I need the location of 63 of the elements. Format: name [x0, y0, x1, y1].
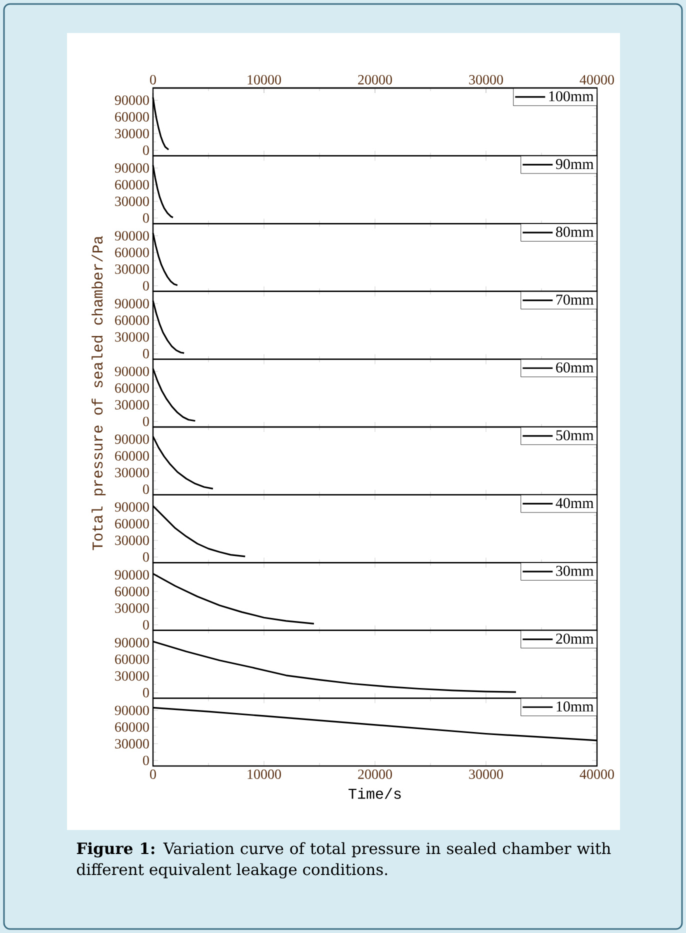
- legend-label: 30mm: [556, 566, 594, 576]
- x2-tick-label: 40000: [580, 75, 614, 84]
- x2-tick-label: 20000: [358, 75, 392, 84]
- y-tick-label: 30000: [115, 332, 149, 342]
- y-tick-label: 0: [143, 620, 149, 630]
- y-axis-title: Total pressure of sealed chamber/Pa: [92, 236, 106, 550]
- y-tick-label: 60000: [115, 518, 149, 528]
- y-tick-label: 0: [143, 348, 149, 358]
- y-tick-label: 30000: [115, 536, 149, 546]
- y-tick-label: 60000: [115, 451, 149, 461]
- y-tick-label: 30000: [115, 739, 149, 748]
- x2-tick-label: 30000: [469, 75, 503, 84]
- y-tick-label: 60000: [115, 180, 149, 190]
- legend-label: 100mm: [549, 91, 594, 102]
- x2-tick-label: 10000: [248, 75, 281, 84]
- y-tick-label: 60000: [115, 316, 149, 326]
- text: Figure 1: Variation curve of total pressure in sealed chamber with different equivalent leakage conditions.: [76, 842, 611, 878]
- y-tick-label: 90000: [114, 502, 149, 512]
- x-tick-label: 20000: [358, 770, 392, 779]
- y-tick-label: 90000: [114, 163, 149, 173]
- y-tick-label: 0: [143, 552, 149, 562]
- y-tick-label: 60000: [115, 112, 149, 122]
- y-tick-label: 90000: [114, 434, 149, 444]
- y-tick-label: 60000: [115, 654, 149, 664]
- legend-label: 80mm: [556, 226, 594, 237]
- y-tick-label: 30000: [115, 400, 149, 410]
- y-tick-label: 30000: [115, 264, 149, 274]
- legend-label: 90mm: [556, 158, 594, 170]
- x-tick-label: 30000: [469, 770, 503, 779]
- y-tick-label: 0: [143, 756, 149, 766]
- y-tick-label: 30000: [115, 128, 149, 138]
- y-tick-label: 90000: [114, 638, 149, 648]
- y-tick-label: 0: [143, 416, 149, 426]
- y-tick-label: 60000: [115, 722, 149, 732]
- legend-label: 70mm: [556, 294, 594, 305]
- y-tick-label: 30000: [115, 671, 149, 681]
- y-tick-label: 0: [143, 281, 149, 291]
- y-tick-label: 30000: [115, 603, 149, 613]
- x2-tick-label: 0: [150, 75, 156, 84]
- y-tick-label: 0: [143, 213, 149, 223]
- y-tick-label: 60000: [115, 383, 149, 393]
- legend-label: 50mm: [556, 430, 594, 440]
- x-axis-title: Time/s: [348, 788, 401, 799]
- y-tick-label: 60000: [115, 248, 149, 258]
- y-tick-label: 90000: [114, 570, 149, 580]
- x-tick-label: 10000: [248, 770, 281, 779]
- y-tick-label: 30000: [115, 468, 149, 478]
- x-tick-label: 0: [150, 770, 156, 779]
- y-tick-label: 0: [143, 688, 149, 698]
- y-tick-label: 30000: [115, 196, 149, 206]
- y-tick-label: 90000: [114, 706, 149, 716]
- legend-label: 20mm: [556, 634, 594, 644]
- y-tick-label: 90000: [114, 231, 149, 241]
- legend-label: 40mm: [556, 498, 594, 508]
- legend-label: 10mm: [556, 701, 594, 712]
- x-tick-label: 40000: [580, 770, 614, 779]
- y-tick-label: 90000: [114, 298, 149, 308]
- y-tick-label: 90000: [114, 366, 149, 376]
- legend-label: 60mm: [556, 362, 594, 373]
- y-tick-label: 0: [143, 146, 149, 155]
- y-tick-label: 90000: [114, 95, 149, 105]
- y-tick-label: 0: [143, 484, 149, 494]
- y-tick-label: 60000: [115, 586, 149, 596]
